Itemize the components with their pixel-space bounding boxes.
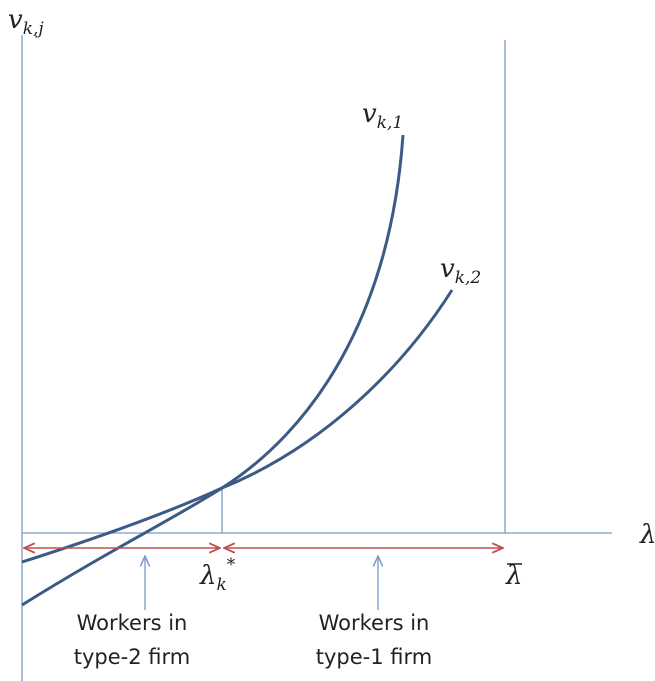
curve-v1 <box>21 134 405 607</box>
marker-label: λk* <box>199 555 236 595</box>
region-label: type-2 firm <box>74 645 190 669</box>
region-label: Workers in <box>77 611 188 635</box>
curve-label: vk,1 <box>362 99 403 133</box>
y-axis-label: vk,j <box>8 5 44 39</box>
region-label: type-1 firm <box>316 645 432 669</box>
marker-label: λ <box>505 561 522 591</box>
x-axis-label: λ <box>639 520 655 550</box>
curve-v2 <box>21 289 454 564</box>
curve-label: vk,2 <box>440 254 481 288</box>
region-label: Workers in <box>319 611 430 635</box>
